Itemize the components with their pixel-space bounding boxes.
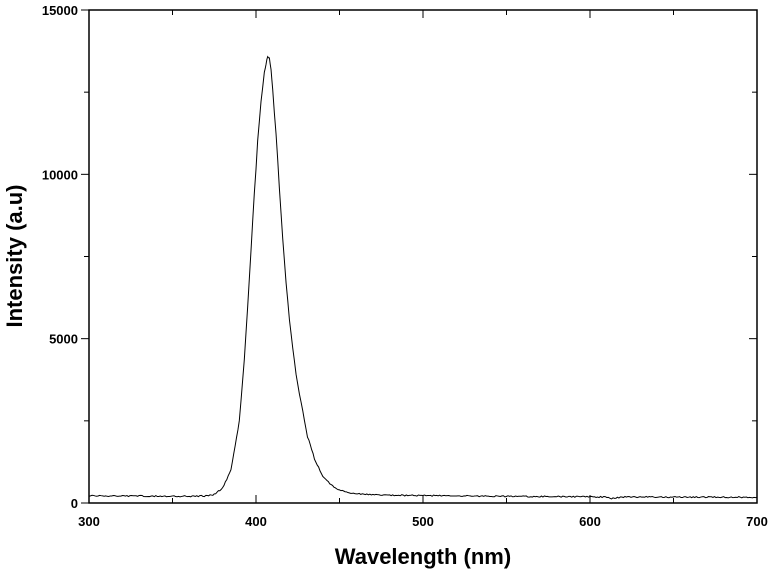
labels-layer: 300 400 500 600 700 0 5000 10000 15000 bbox=[42, 3, 768, 529]
x-tick-label: 400 bbox=[245, 514, 267, 529]
x-tick-label: 600 bbox=[579, 514, 601, 529]
x-tick-label: 300 bbox=[78, 514, 100, 529]
x-tick-label: 700 bbox=[746, 514, 768, 529]
x-tick-label: 500 bbox=[412, 514, 434, 529]
y-tick-label: 5000 bbox=[49, 332, 78, 347]
series-line bbox=[89, 57, 757, 499]
y-tick-label: 15000 bbox=[42, 3, 78, 18]
x-axis-title: Wavelength (nm) bbox=[335, 544, 511, 569]
y-tick-label: 10000 bbox=[42, 167, 78, 182]
y-axis-title: Intensity (a.u) bbox=[2, 184, 27, 327]
plot-frame bbox=[89, 10, 757, 503]
y-tick-label: 0 bbox=[71, 496, 78, 511]
ticks-layer bbox=[81, 10, 757, 503]
